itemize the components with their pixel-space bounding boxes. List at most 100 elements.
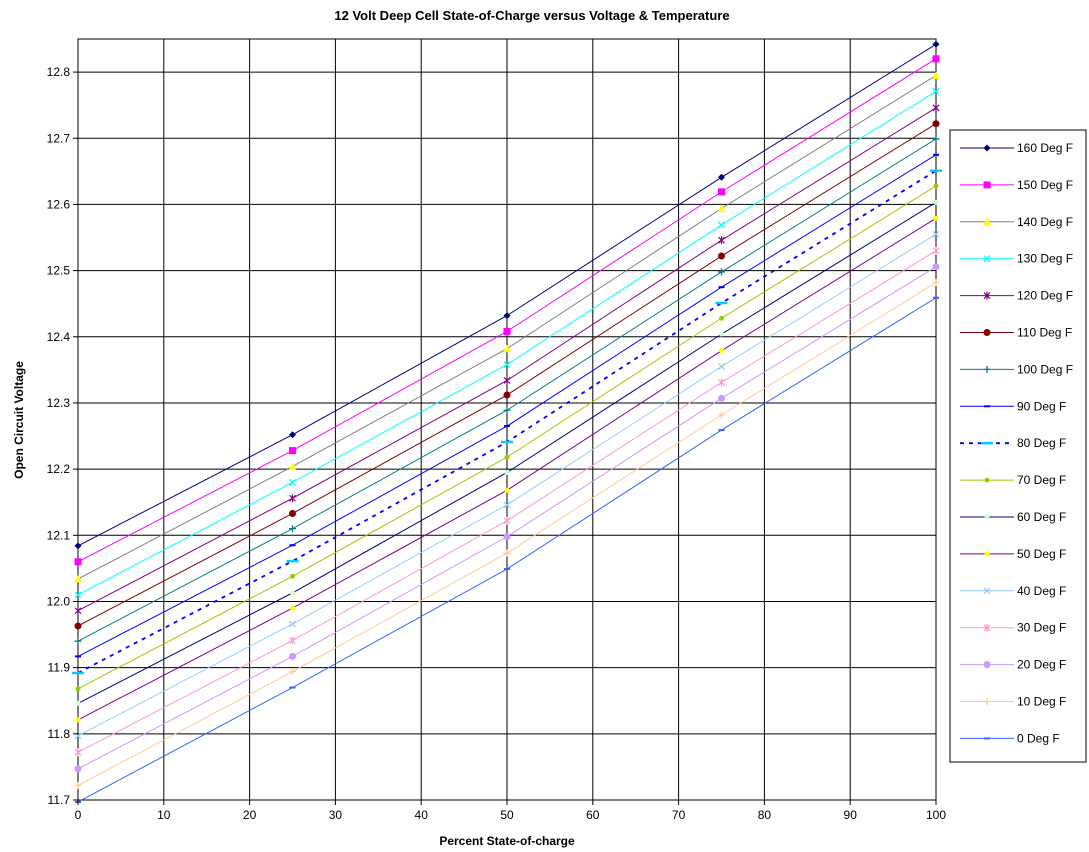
x-tick-label: 90 bbox=[844, 808, 858, 822]
data-point bbox=[932, 230, 940, 238]
data-point bbox=[74, 542, 82, 550]
y-axis-title: Open Circuit Voltage bbox=[12, 361, 26, 479]
data-point bbox=[289, 686, 296, 689]
legend-marker bbox=[983, 181, 991, 189]
series-90-deg-f bbox=[75, 153, 939, 658]
data-point bbox=[930, 169, 942, 172]
y-tick-label: 12.2 bbox=[47, 462, 71, 476]
data-point bbox=[503, 516, 511, 525]
data-point bbox=[290, 605, 295, 611]
data-point bbox=[289, 620, 296, 628]
series-130-deg-f bbox=[74, 87, 940, 599]
series-70-deg-f bbox=[75, 183, 939, 692]
legend-marker bbox=[983, 661, 991, 669]
legend-label: 50 Deg F bbox=[1017, 547, 1066, 561]
legend-marker bbox=[983, 329, 991, 336]
legend-entry: 40 Deg F bbox=[960, 584, 1066, 598]
legend-entry: 120 Deg F bbox=[960, 289, 1073, 303]
data-point bbox=[503, 361, 511, 369]
series-layer bbox=[72, 40, 942, 803]
data-point bbox=[286, 559, 299, 563]
data-point bbox=[75, 700, 81, 706]
legend-marker bbox=[983, 365, 991, 373]
data-point bbox=[289, 431, 296, 439]
data-point bbox=[503, 344, 511, 353]
legend-label: 110 Deg F bbox=[1017, 326, 1072, 340]
legend-marker bbox=[983, 255, 991, 263]
data-point bbox=[503, 406, 511, 414]
data-point bbox=[715, 301, 728, 305]
legend-label: 100 Deg F bbox=[1017, 362, 1073, 376]
x-tick-label: 0 bbox=[75, 808, 82, 822]
data-point bbox=[74, 637, 82, 645]
data-point bbox=[932, 263, 940, 271]
y-tick-label: 12.7 bbox=[47, 131, 71, 145]
legend-entry: 160 Deg F bbox=[960, 141, 1073, 155]
legend-marker bbox=[984, 737, 990, 740]
legend-entry: 140 Deg F bbox=[960, 215, 1073, 229]
chart-title: 12 Volt Deep Cell State-of-Charge versus… bbox=[334, 8, 729, 23]
data-point bbox=[718, 252, 725, 260]
data-point bbox=[75, 717, 81, 723]
legend-marker bbox=[983, 698, 991, 705]
data-point bbox=[74, 574, 82, 583]
data-point bbox=[289, 544, 296, 547]
legend-label: 130 Deg F bbox=[1017, 252, 1073, 266]
legend-entry: 30 Deg F bbox=[960, 621, 1066, 635]
data-point bbox=[933, 199, 939, 205]
data-point bbox=[504, 568, 510, 571]
y-tick-label: 12.8 bbox=[47, 65, 71, 79]
x-tick-label: 70 bbox=[672, 808, 686, 822]
data-point bbox=[289, 494, 296, 503]
legend-label: 60 Deg F bbox=[1017, 510, 1066, 524]
legend-label: 120 Deg F bbox=[1017, 289, 1073, 303]
data-point bbox=[932, 71, 940, 79]
legend-label: 140 Deg F bbox=[1017, 215, 1073, 229]
data-point bbox=[718, 173, 725, 181]
legend: 160 Deg F 150 Deg F 140 Deg F 130 Deg F 120 … bbox=[949, 129, 1087, 763]
data-point bbox=[932, 55, 940, 63]
x-tick-label: 30 bbox=[329, 808, 343, 822]
data-point bbox=[503, 391, 511, 399]
legend-marker bbox=[983, 217, 991, 226]
data-point bbox=[718, 286, 725, 289]
data-point bbox=[289, 668, 296, 676]
data-point bbox=[288, 462, 297, 470]
data-point bbox=[504, 425, 510, 428]
data-point bbox=[718, 363, 725, 371]
x-axis-title: Percent State-of-charge bbox=[439, 834, 575, 848]
legend-entry: 70 Deg F bbox=[960, 473, 1066, 487]
data-point bbox=[933, 183, 939, 189]
legend-label: 150 Deg F bbox=[1017, 178, 1073, 192]
data-point bbox=[718, 188, 725, 196]
data-point bbox=[501, 440, 513, 444]
data-point bbox=[289, 447, 296, 455]
data-point bbox=[503, 549, 511, 557]
legend-entry: 150 Deg F bbox=[960, 178, 1073, 192]
x-tick-label: 20 bbox=[243, 808, 257, 822]
data-point bbox=[289, 478, 296, 486]
data-point bbox=[503, 501, 511, 509]
legend-entry: 60 Deg F bbox=[960, 510, 1066, 524]
legend-marker bbox=[984, 477, 990, 483]
data-point bbox=[932, 87, 940, 95]
legend-entry: 130 Deg F bbox=[960, 252, 1073, 266]
data-point bbox=[74, 781, 82, 789]
legend-box bbox=[949, 129, 1087, 763]
data-point bbox=[72, 671, 84, 675]
x-tick-label: 40 bbox=[415, 808, 429, 822]
series-110-deg-f bbox=[74, 120, 940, 630]
data-point bbox=[290, 590, 295, 596]
legend-entry: 100 Deg F bbox=[960, 362, 1073, 376]
legend-label: 90 Deg F bbox=[1017, 399, 1066, 413]
data-point bbox=[289, 509, 296, 517]
y-tick-label: 11.7 bbox=[48, 793, 71, 807]
legend-label: 20 Deg F bbox=[1017, 658, 1066, 672]
y-tick-label: 11.8 bbox=[48, 727, 71, 741]
data-point bbox=[289, 636, 296, 645]
legend-entry: 110 Deg F bbox=[960, 326, 1072, 340]
data-point bbox=[503, 533, 511, 541]
data-point bbox=[932, 40, 940, 48]
data-point bbox=[932, 246, 940, 255]
